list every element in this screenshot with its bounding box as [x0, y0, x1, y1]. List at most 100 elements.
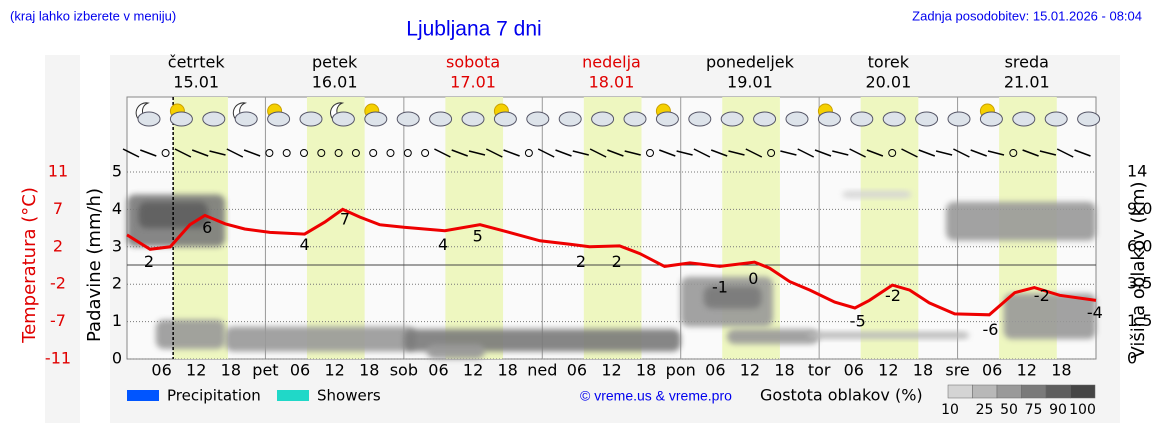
density-swatch: [1070, 384, 1096, 399]
cloud-blob: [807, 331, 970, 340]
legend-label: Showers: [317, 387, 381, 405]
day-date: 19.01: [727, 73, 773, 92]
temp-tick-label: 7: [53, 199, 63, 218]
daylight-band: [860, 97, 919, 359]
icon-cloud: [429, 111, 453, 127]
wind-barb: [226, 148, 244, 158]
cloud-blob: [225, 326, 416, 352]
icon-cloud: [493, 111, 517, 127]
wind-calm: [161, 149, 170, 157]
wind-barb: [140, 149, 157, 157]
cloud-tick-label: 1.5: [1127, 311, 1152, 330]
y-tick-label: 3: [112, 236, 122, 255]
icon-cloud: [688, 111, 712, 127]
icon-cloud: [364, 111, 388, 127]
density-label: 25: [976, 402, 994, 418]
x-tick-label: 18: [636, 361, 656, 380]
wind-barb: [468, 150, 486, 156]
density-swatch: [996, 384, 1022, 399]
wind-barb: [780, 150, 797, 156]
day-name: nedelja: [582, 53, 641, 72]
x-tick-label: ned: [527, 361, 557, 380]
x-tick-label: 06: [567, 361, 587, 380]
temp-label: 2: [576, 252, 586, 271]
icon-cloud: [558, 111, 582, 127]
wind-barb: [503, 149, 520, 157]
wind-barb: [676, 150, 693, 156]
wind-barb: [866, 149, 884, 157]
cloud-blob: [138, 201, 208, 229]
day-date: 17.01: [450, 73, 496, 92]
cloud-axis-title: Višina oblakov (km): [1128, 181, 1149, 358]
x-tick-label: 12: [186, 361, 206, 380]
temp-tick-label: 2: [53, 236, 63, 255]
icon-cloud: [882, 111, 906, 127]
wind-barb: [572, 150, 589, 156]
legend-label: Precipitation: [167, 387, 261, 405]
temp-label: 4: [300, 235, 310, 254]
wind-calm: [282, 149, 291, 157]
wind-barb: [832, 150, 849, 156]
wind-barb: [243, 149, 261, 157]
x-tick-label: 12: [463, 361, 483, 380]
icon-cloud: [169, 111, 193, 127]
x-tick-label: sre: [945, 361, 969, 380]
wind-barb: [987, 150, 1005, 156]
density-label: 10: [941, 402, 959, 418]
density-swatch: [1021, 384, 1047, 399]
wind-barb: [607, 149, 624, 157]
wind-barb: [209, 150, 226, 156]
wind-barb: [434, 148, 451, 158]
x-tick-label: 12: [1017, 361, 1037, 380]
icon-cloud: [785, 111, 809, 127]
x-tick-label: 18: [913, 361, 933, 380]
y-tick-label: 5: [112, 162, 122, 181]
copyright: © vreme.us & vreme.pro: [580, 388, 732, 404]
temp-label: -1: [712, 278, 728, 297]
x-tick-label: 06: [290, 361, 310, 380]
icon-cloud: [461, 111, 485, 127]
precip-axis-title: Padavine (mm/h): [84, 188, 105, 342]
day-date: 16.01: [312, 73, 358, 92]
day-date: 20.01: [865, 73, 911, 92]
temp-tick-label: -2: [50, 274, 66, 293]
wind-barb: [797, 148, 815, 158]
wind-calm: [646, 149, 654, 157]
wind-calm: [300, 149, 308, 157]
day-name: petek: [312, 53, 358, 72]
icon-cloud: [137, 111, 161, 127]
icon-cloud: [591, 111, 615, 127]
x-tick-label: 12: [324, 361, 344, 380]
wind-barb: [537, 148, 555, 158]
cloud-blob: [946, 201, 1096, 241]
wind-barb: [555, 149, 572, 157]
icon-cloud: [202, 111, 226, 127]
x-tick-label: 06: [428, 361, 448, 380]
density-label: 90: [1049, 402, 1067, 418]
icon-cloud: [299, 111, 323, 127]
title: Ljubljana 7 dni: [406, 18, 541, 41]
wind-calm: [767, 149, 776, 157]
wind-barb: [659, 149, 676, 157]
legend-swatch: [277, 390, 309, 401]
wind-calm: [369, 149, 378, 157]
temp-label: 5: [473, 227, 483, 246]
wind-calm: [403, 149, 412, 157]
icon-cloud: [623, 111, 647, 127]
day-name: torek: [868, 53, 910, 72]
day-date: 18.01: [589, 73, 635, 92]
wind-barb: [174, 148, 192, 158]
wind-barb: [901, 148, 918, 158]
icon-cloud: [947, 111, 971, 127]
icon-cloud: [331, 111, 355, 127]
wind-calm: [386, 149, 395, 157]
day-name: sobota: [446, 53, 500, 72]
wind-calm: [524, 149, 533, 157]
icon-cloud: [396, 111, 420, 127]
cloud-blob: [726, 329, 820, 345]
x-tick-label: pet: [252, 361, 278, 380]
wind-barb: [745, 148, 763, 158]
wind-calm: [888, 149, 897, 157]
temp-label: -4: [1087, 303, 1103, 322]
y-tick-label: 4: [112, 199, 122, 218]
